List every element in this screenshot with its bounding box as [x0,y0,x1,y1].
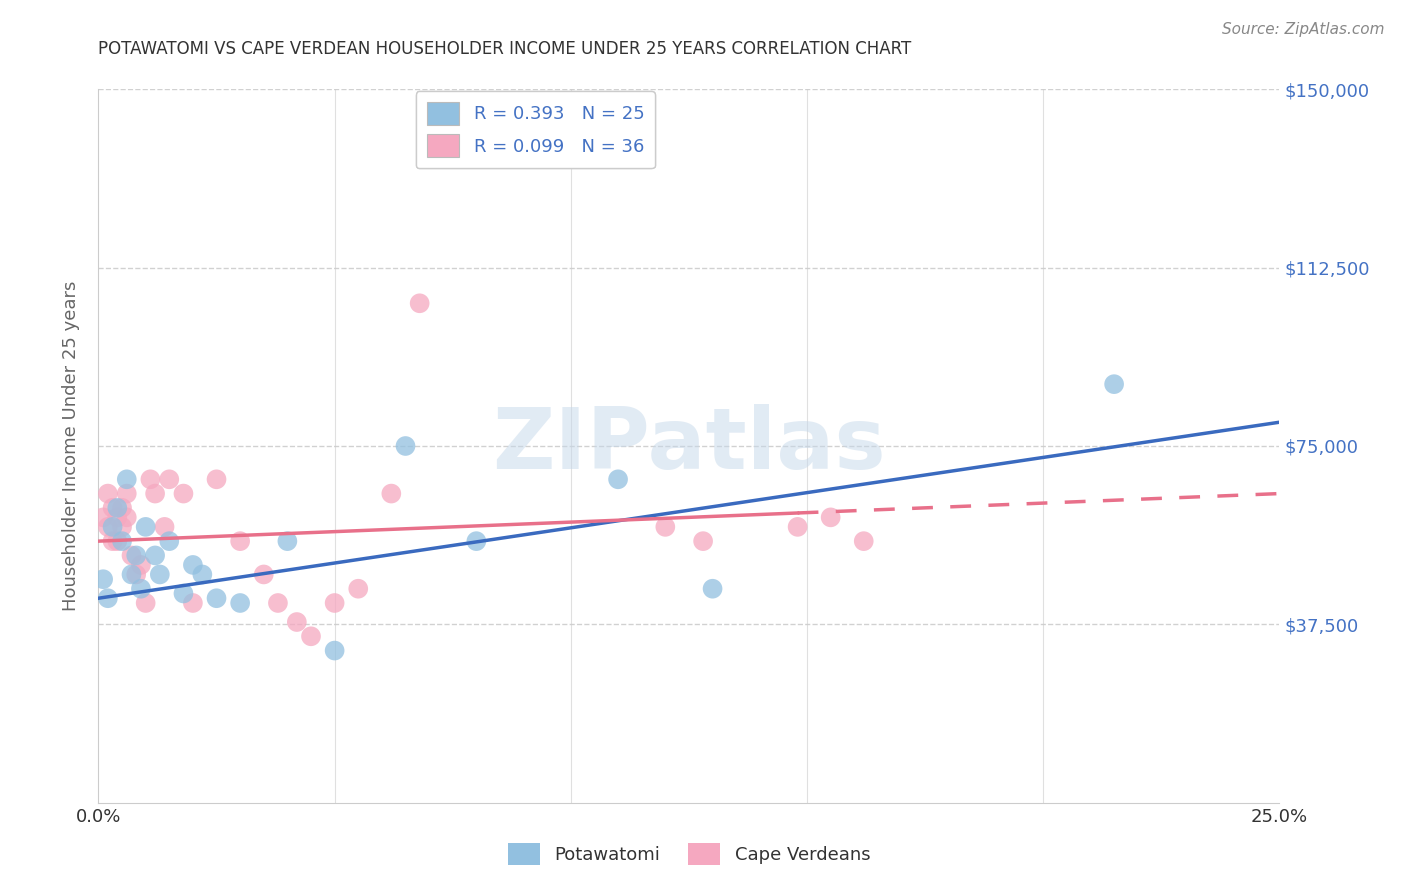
Point [111,534,134,549]
Point [143,486,166,500]
Point [129,558,152,572]
Point [285,615,308,629]
Point [135,596,157,610]
Point [125,549,148,563]
Point [139,472,162,486]
Point [172,586,194,600]
Point [394,439,416,453]
Y-axis label: Householder Income Under 25 years: Householder Income Under 25 years [62,281,80,611]
Point [157,534,180,549]
Point [408,296,430,310]
Point [323,596,346,610]
Point [229,534,252,549]
Point [91,510,114,524]
Point [153,520,176,534]
Point [253,567,276,582]
Text: POTAWATOMI VS CAPE VERDEAN HOUSEHOLDER INCOME UNDER 25 YEARS CORRELATION CHART: POTAWATOMI VS CAPE VERDEAN HOUSEHOLDER I… [98,40,911,58]
Point [172,486,194,500]
Point [115,486,138,500]
Point [105,510,128,524]
Point [181,558,204,572]
Point [191,567,214,582]
Point [115,510,138,524]
Point [299,629,322,643]
Point [267,596,290,610]
Point [205,591,228,606]
Point [111,500,134,515]
Point [205,472,228,486]
Point [323,643,346,657]
Text: ZIPatlas: ZIPatlas [492,404,886,488]
Point [105,534,128,549]
Point [181,596,204,610]
Legend: R = 0.393   N = 25, R = 0.099   N = 36: R = 0.393 N = 25, R = 0.099 N = 36 [416,91,655,169]
Point [105,500,128,515]
Point [229,596,252,610]
Point [121,567,143,582]
Point [380,486,402,500]
Point [149,567,172,582]
Point [157,472,180,486]
Point [101,534,124,549]
Point [852,534,875,549]
Point [607,472,630,486]
Point [129,582,152,596]
Point [276,534,298,549]
Point [1102,377,1125,392]
Point [654,520,676,534]
Point [115,472,138,486]
Point [97,591,120,606]
Point [143,549,166,563]
Legend: Potawatomi, Cape Verdeans: Potawatomi, Cape Verdeans [501,836,877,872]
Point [465,534,488,549]
Point [135,520,157,534]
Point [125,567,148,582]
Point [121,549,143,563]
Point [347,582,370,596]
Point [111,520,134,534]
Point [692,534,714,549]
Point [91,572,114,586]
Point [702,582,724,596]
Point [820,510,842,524]
Text: Source: ZipAtlas.com: Source: ZipAtlas.com [1222,22,1385,37]
Point [101,520,124,534]
Point [97,486,120,500]
Point [101,500,124,515]
Point [786,520,808,534]
Point [97,520,120,534]
